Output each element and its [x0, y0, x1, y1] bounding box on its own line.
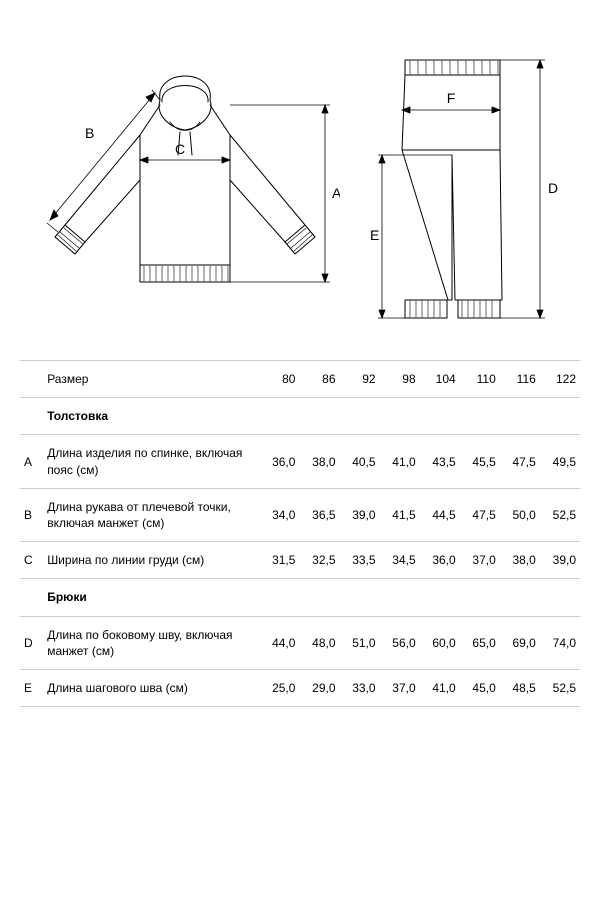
dim-label-E: E	[370, 227, 379, 243]
cell: 31,5	[259, 542, 299, 579]
diagram-area: A B C	[20, 20, 580, 350]
cell: 47,5	[460, 488, 500, 541]
section-title: Брюки	[43, 579, 259, 616]
dim-label-D: D	[548, 180, 558, 196]
cell: 44,5	[420, 488, 460, 541]
cell: 34,0	[259, 488, 299, 541]
cell: 45,5	[460, 435, 500, 488]
size-col-6: 116	[500, 361, 540, 398]
cell: 48,5	[500, 669, 540, 706]
row-letter: B	[20, 488, 43, 541]
cell: 36,0	[420, 542, 460, 579]
table-row: BДлина рукава от плечевой точки,включая …	[20, 488, 580, 541]
size-table: Размер80869298104110116122ТолстовкаAДлин…	[20, 360, 580, 707]
dim-label-A: A	[332, 185, 340, 201]
size-col-5: 110	[460, 361, 500, 398]
cell: 38,0	[500, 542, 540, 579]
header-row: Размер80869298104110116122	[20, 361, 580, 398]
row-letter: D	[20, 616, 43, 669]
cell: 36,0	[259, 435, 299, 488]
size-col-0: 80	[259, 361, 299, 398]
cell: 41,0	[420, 669, 460, 706]
cell: 25,0	[259, 669, 299, 706]
dim-label-B: B	[85, 125, 94, 141]
cell: 39,0	[540, 542, 580, 579]
hoodie-diagram: A B C	[30, 60, 340, 340]
cell: 38,0	[299, 435, 339, 488]
cell: 33,0	[340, 669, 380, 706]
cell: 51,0	[340, 616, 380, 669]
cell: 40,5	[340, 435, 380, 488]
cell: 34,5	[380, 542, 420, 579]
section-title: Толстовка	[43, 398, 259, 435]
table-row: EДлина шагового шва (см)25,029,033,037,0…	[20, 669, 580, 706]
dim-label-F: F	[447, 90, 456, 106]
cell: 52,5	[540, 488, 580, 541]
table-row: DДлина по боковому шву, включая манжет (…	[20, 616, 580, 669]
cell: 60,0	[420, 616, 460, 669]
section-row: Толстовка	[20, 398, 580, 435]
cell: 45,0	[460, 669, 500, 706]
size-col-1: 86	[299, 361, 339, 398]
cell: 39,0	[340, 488, 380, 541]
cell: 74,0	[540, 616, 580, 669]
cell: 43,5	[420, 435, 460, 488]
cell: 49,5	[540, 435, 580, 488]
table-row: AДлина изделия по спинке, включая пояс (…	[20, 435, 580, 488]
row-letter: C	[20, 542, 43, 579]
cell: 37,0	[460, 542, 500, 579]
size-col-2: 92	[340, 361, 380, 398]
row-letter: E	[20, 669, 43, 706]
cell: 29,0	[299, 669, 339, 706]
row-desc: Длина рукава от плечевой точки,включая м…	[43, 488, 259, 541]
row-desc: Длина по боковому шву, включая манжет (с…	[43, 616, 259, 669]
cell: 50,0	[500, 488, 540, 541]
pants-diagram: F D E	[370, 40, 570, 340]
cell: 37,0	[380, 669, 420, 706]
cell: 52,5	[540, 669, 580, 706]
cell: 41,0	[380, 435, 420, 488]
cell: 65,0	[460, 616, 500, 669]
cell: 56,0	[380, 616, 420, 669]
row-desc: Ширина по линии груди (см)	[43, 542, 259, 579]
row-desc: Длина шагового шва (см)	[43, 669, 259, 706]
row-desc: Длина изделия по спинке, включая пояс (с…	[43, 435, 259, 488]
cell: 69,0	[500, 616, 540, 669]
section-row: Брюки	[20, 579, 580, 616]
cell: 41,5	[380, 488, 420, 541]
cell: 33,5	[340, 542, 380, 579]
size-col-4: 104	[420, 361, 460, 398]
cell: 48,0	[299, 616, 339, 669]
cell: 47,5	[500, 435, 540, 488]
table-row: CШирина по линии груди (см)31,532,533,53…	[20, 542, 580, 579]
row-letter: A	[20, 435, 43, 488]
size-col-3: 98	[380, 361, 420, 398]
header-label: Размер	[43, 361, 259, 398]
cell: 44,0	[259, 616, 299, 669]
dim-label-C: C	[175, 141, 185, 157]
cell: 32,5	[299, 542, 339, 579]
cell: 36,5	[299, 488, 339, 541]
size-col-7: 122	[540, 361, 580, 398]
